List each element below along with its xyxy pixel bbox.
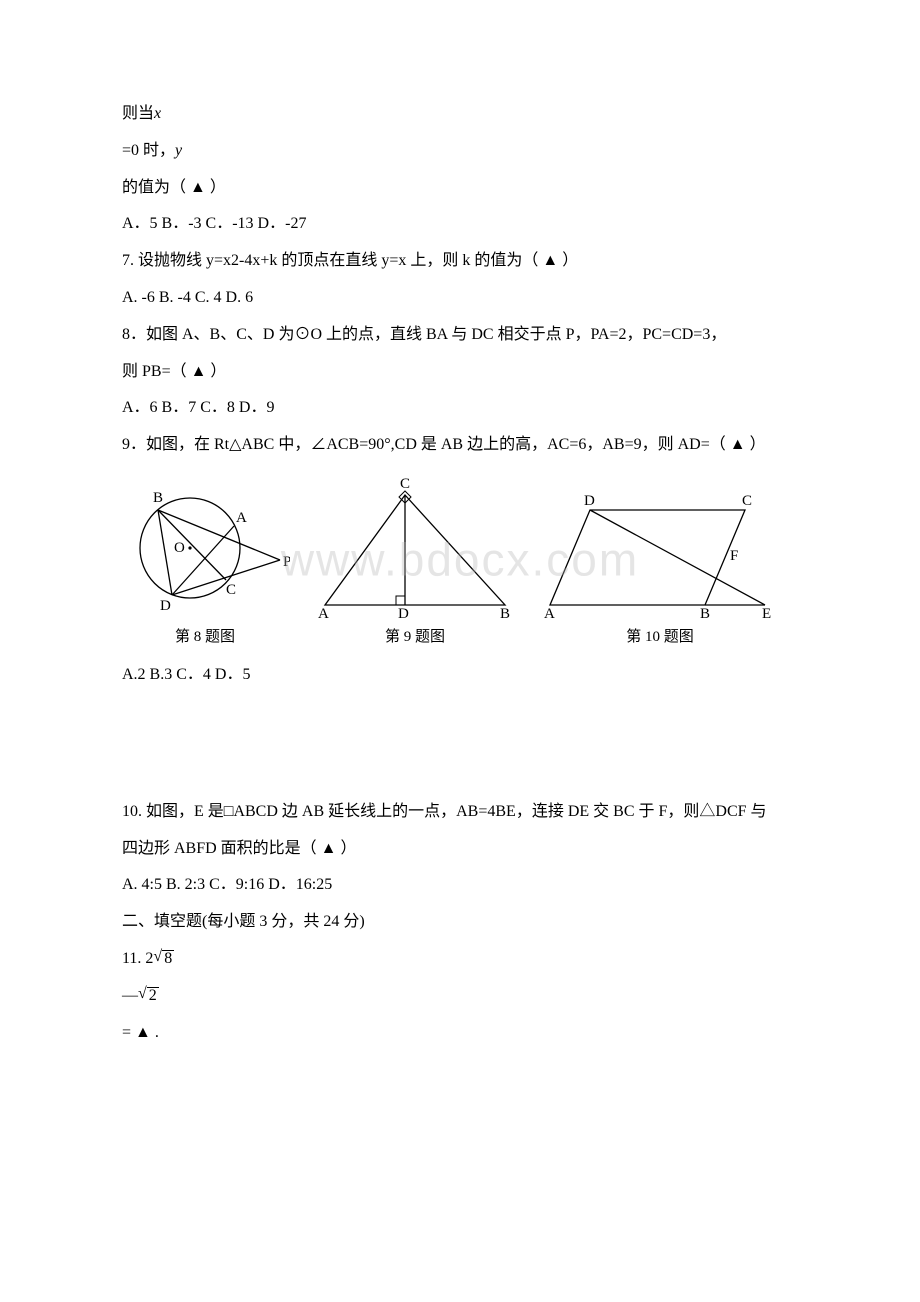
- q11-line2-prefix: —: [122, 987, 138, 1004]
- q6-var-y: y: [175, 142, 182, 159]
- fig8-label-C: C: [226, 582, 236, 598]
- q11-line1: 11. 2√8: [90, 945, 830, 974]
- figure-9: A D B C 第 9 题图: [310, 470, 520, 651]
- q8-stem: 8．如图 A、B、C、D 为⊙O 上的点，直线 BA 与 DC 相交于点 P，P…: [90, 321, 830, 350]
- fig8-caption: 第 8 题图: [120, 624, 290, 651]
- fig9-label-A: A: [318, 606, 329, 620]
- figure-10: A B E D C F 第 10 题图: [540, 490, 780, 651]
- fig9-label-C: C: [400, 476, 410, 492]
- q6-line2: =0 时，y: [90, 137, 830, 166]
- fig10-label-A: A: [544, 606, 555, 620]
- fig10-label-B: B: [700, 606, 710, 620]
- figures-container: B A O P C D 第 8 题图 A D B C: [120, 470, 780, 651]
- q9-stem: 9．如图，在 Rt△ABC 中，∠ACB=90°,CD 是 AB 边上的高，AC…: [90, 431, 830, 460]
- q10-options: A. 4:5 B. 2:3 C．9:16 D．16:25: [90, 871, 830, 900]
- fig9-label-B: B: [500, 606, 510, 620]
- q7-options: A. -6 B. -4 C. 4 D. 6: [90, 284, 830, 313]
- q11-line1-prefix: 11. 2: [122, 950, 153, 967]
- fig8-label-B: B: [153, 490, 163, 506]
- q8-line2: 则 PB=（ ▲ ）: [90, 358, 830, 387]
- fig8-label-D: D: [160, 598, 171, 614]
- q9-options: A.2 B.3 C．4 D．5: [90, 661, 830, 690]
- q8-stem-text: 8．如图 A、B、C、D 为⊙O 上的点，直线 BA 与 DC 相交于点 P，P…: [122, 326, 726, 343]
- fig10-label-F: F: [730, 548, 738, 564]
- q11-sqrt8: 8: [162, 950, 174, 967]
- fig10-caption: 第 10 题图: [540, 624, 780, 651]
- q10-line2: 四边形 ABFD 面积的比是（ ▲ ）: [90, 835, 830, 864]
- fig8-svg: B A O P C D: [120, 470, 290, 620]
- watermark-text: www.bdocx.com: [281, 519, 639, 602]
- q6-line2-prefix: =0 时，: [122, 142, 175, 159]
- fig8-label-P: P: [283, 554, 290, 570]
- fig8-label-A: A: [236, 510, 247, 526]
- fig8-label-O: O: [174, 540, 185, 556]
- fig9-svg: A D B C: [310, 470, 520, 620]
- fig9-label-D: D: [398, 606, 409, 620]
- q6-line1: 则当x: [90, 100, 830, 129]
- q7-stem: 7. 设抛物线 y=x2-4x+k 的顶点在直线 y=x 上，则 k 的值为（ …: [90, 247, 830, 276]
- q11-line3: = ▲ .: [90, 1019, 830, 1048]
- spacer: [90, 698, 830, 798]
- section2-heading: 二、填空题(每小题 3 分，共 24 分): [90, 908, 830, 937]
- fig10-svg: A B E D C F: [540, 490, 780, 620]
- figures-row: www.bdocx.com B A O P: [90, 470, 830, 651]
- fig10-label-D: D: [584, 493, 595, 509]
- q6-line1-prefix: 则当: [122, 105, 154, 122]
- fig9-caption: 第 9 题图: [310, 624, 520, 651]
- q6-options: A．5 B．-3 C．-13 D．-27: [90, 210, 830, 239]
- figure-8: B A O P C D 第 8 题图: [120, 470, 290, 651]
- fig10-label-C: C: [742, 493, 752, 509]
- fig10-label-E: E: [762, 606, 771, 620]
- q6-var-x: x: [154, 105, 161, 122]
- q11-sqrt2: 2: [147, 987, 159, 1004]
- q8-options: A．6 B．7 C．8 D．9: [90, 394, 830, 423]
- q6-line3: 的值为（ ▲ ）: [90, 174, 830, 203]
- q10-stem: 10. 如图，E 是□ABCD 边 AB 延长线上的一点，AB=4BE，连接 D…: [90, 798, 830, 827]
- q11-line2: —√2: [90, 982, 830, 1011]
